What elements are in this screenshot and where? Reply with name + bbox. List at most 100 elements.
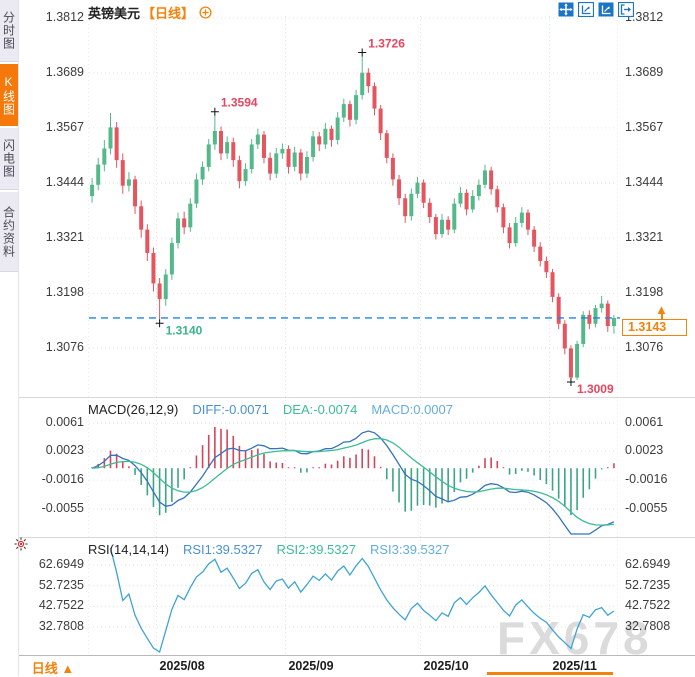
y-axis-tick-left: 1.3689 — [45, 65, 84, 80]
extreme-marker — [155, 319, 164, 328]
y-axis-tick-left: 62.6949 — [38, 557, 84, 571]
candle-body — [421, 182, 426, 203]
candle-body — [446, 219, 451, 230]
price-annotation: 1.3594 — [221, 96, 258, 110]
y-axis-tick-right: 1.3812 — [625, 10, 664, 24]
period-label: 日线 — [31, 661, 58, 676]
extreme-marker — [210, 107, 219, 116]
candle-body — [114, 127, 119, 161]
candle-body — [347, 104, 352, 120]
candle-body — [378, 108, 383, 134]
candlestick-series — [90, 56, 616, 380]
y-axis-tick-right: 0.0061 — [625, 415, 664, 429]
chart-toolbar — [558, 2, 634, 17]
candle-body — [452, 203, 457, 230]
candle-body — [292, 152, 297, 167]
current-price-tag: 1.3143 — [622, 319, 687, 336]
candle-body — [544, 261, 549, 273]
candle-body — [96, 164, 101, 185]
price-tag-arrow-icon: ▲ — [655, 302, 668, 317]
macd-dea-value: DEA:-0.0074 — [282, 402, 358, 417]
rsi2-value: RSI2:39.5327 — [276, 542, 356, 557]
candle-body — [483, 170, 487, 185]
add-indicator-icon[interactable] — [199, 6, 212, 19]
candle-body — [323, 128, 328, 145]
exit-restore-icon[interactable] — [618, 2, 634, 17]
candle-body — [360, 72, 365, 96]
x-axis-date-label: 2025/11 — [552, 659, 597, 673]
candle-body — [268, 157, 273, 174]
candle-body — [225, 142, 230, 154]
pan-tool-icon[interactable] — [558, 2, 574, 17]
candle-body — [145, 229, 150, 253]
candle-body — [397, 179, 402, 199]
candle-body — [261, 134, 266, 158]
candle-body — [90, 184, 95, 197]
y-axis-tick-right: 1.3076 — [625, 340, 664, 354]
candle-body — [102, 148, 107, 165]
axis-scale-icon[interactable] — [598, 2, 614, 17]
candle-body — [605, 303, 610, 327]
visible-range-indicator[interactable] — [487, 672, 613, 675]
candle-body — [384, 133, 389, 158]
candle-body — [255, 134, 260, 145]
y-axis-tick-right: 62.6949 — [625, 557, 671, 571]
macd-macd-value: MACD:0.0007 — [371, 402, 453, 417]
y-axis-tick-right: -0.0055 — [625, 501, 668, 515]
candle-body — [550, 272, 555, 297]
rsi-title: RSI(14,14,14) — [88, 542, 169, 557]
macd-diff-line — [91, 430, 615, 535]
candle-body — [354, 95, 359, 120]
price-annotation: 1.3140 — [166, 323, 203, 337]
axis-zoom-icon[interactable] — [578, 2, 594, 17]
y-axis-tick-left: 0.0023 — [45, 443, 84, 458]
period-dropdown-arrow-icon: ▲ — [61, 661, 75, 676]
chart-title: 英镑美元 【日线】 — [88, 3, 212, 22]
candle-body — [182, 218, 187, 228]
period-selector-button[interactable]: 日线 ▲ — [18, 658, 88, 677]
y-axis-tick-right: 1.3321 — [625, 230, 664, 245]
candle-body — [341, 104, 346, 118]
y-axis-tick-left: 1.3076 — [45, 340, 84, 354]
gridlines — [88, 16, 618, 654]
sidebar-tab-timeshare[interactable]: 分时图 — [0, 0, 18, 62]
sidebar: 分时图 K线图 闪电图 合约资料 — [0, 0, 19, 676]
y-axis-tick-left: 32.7808 — [38, 619, 84, 633]
candle-body — [507, 227, 512, 244]
candle-body — [329, 128, 334, 140]
candle-body — [108, 127, 113, 149]
candle-body — [464, 192, 469, 210]
macd-histogram — [91, 426, 615, 516]
candle-body — [501, 207, 506, 228]
candle-body — [139, 206, 144, 230]
sidebar-tab-kline[interactable]: K线图 — [0, 64, 18, 126]
sidebar-tab-lightning[interactable]: 闪电图 — [0, 128, 18, 190]
y-axis-tick-left: 42.7522 — [38, 598, 84, 613]
price-annotation: 1.3009 — [577, 382, 614, 396]
candle-body — [575, 343, 580, 378]
candle-body — [237, 160, 242, 182]
candle-body — [470, 196, 475, 210]
candle-body — [403, 198, 408, 217]
candle-body — [280, 148, 285, 154]
candle-body — [556, 296, 561, 324]
candle-body — [489, 170, 494, 190]
macd-diff-value: DIFF:-0.0071 — [192, 402, 269, 417]
candle-body — [120, 160, 125, 186]
y-axis-tick-right: 0.0023 — [625, 443, 664, 458]
candle-body — [249, 144, 254, 170]
rsi3-value: RSI3:39.5327 — [369, 542, 450, 557]
indicator-settings-icon[interactable] — [14, 537, 28, 556]
candle-body — [519, 212, 524, 223]
candle-body — [525, 212, 530, 230]
y-axis-tick-left: 1.3567 — [45, 119, 84, 134]
price-tag-arrow-stem — [661, 314, 663, 320]
candle-body — [335, 117, 340, 140]
candle-body — [194, 179, 199, 204]
candle-body — [372, 86, 377, 109]
x-axis-date-label: 2025/10 — [423, 659, 469, 673]
candle-body — [176, 218, 181, 244]
sidebar-tab-contract-info[interactable]: 合约资料 — [0, 192, 18, 272]
candle-body — [133, 179, 138, 207]
